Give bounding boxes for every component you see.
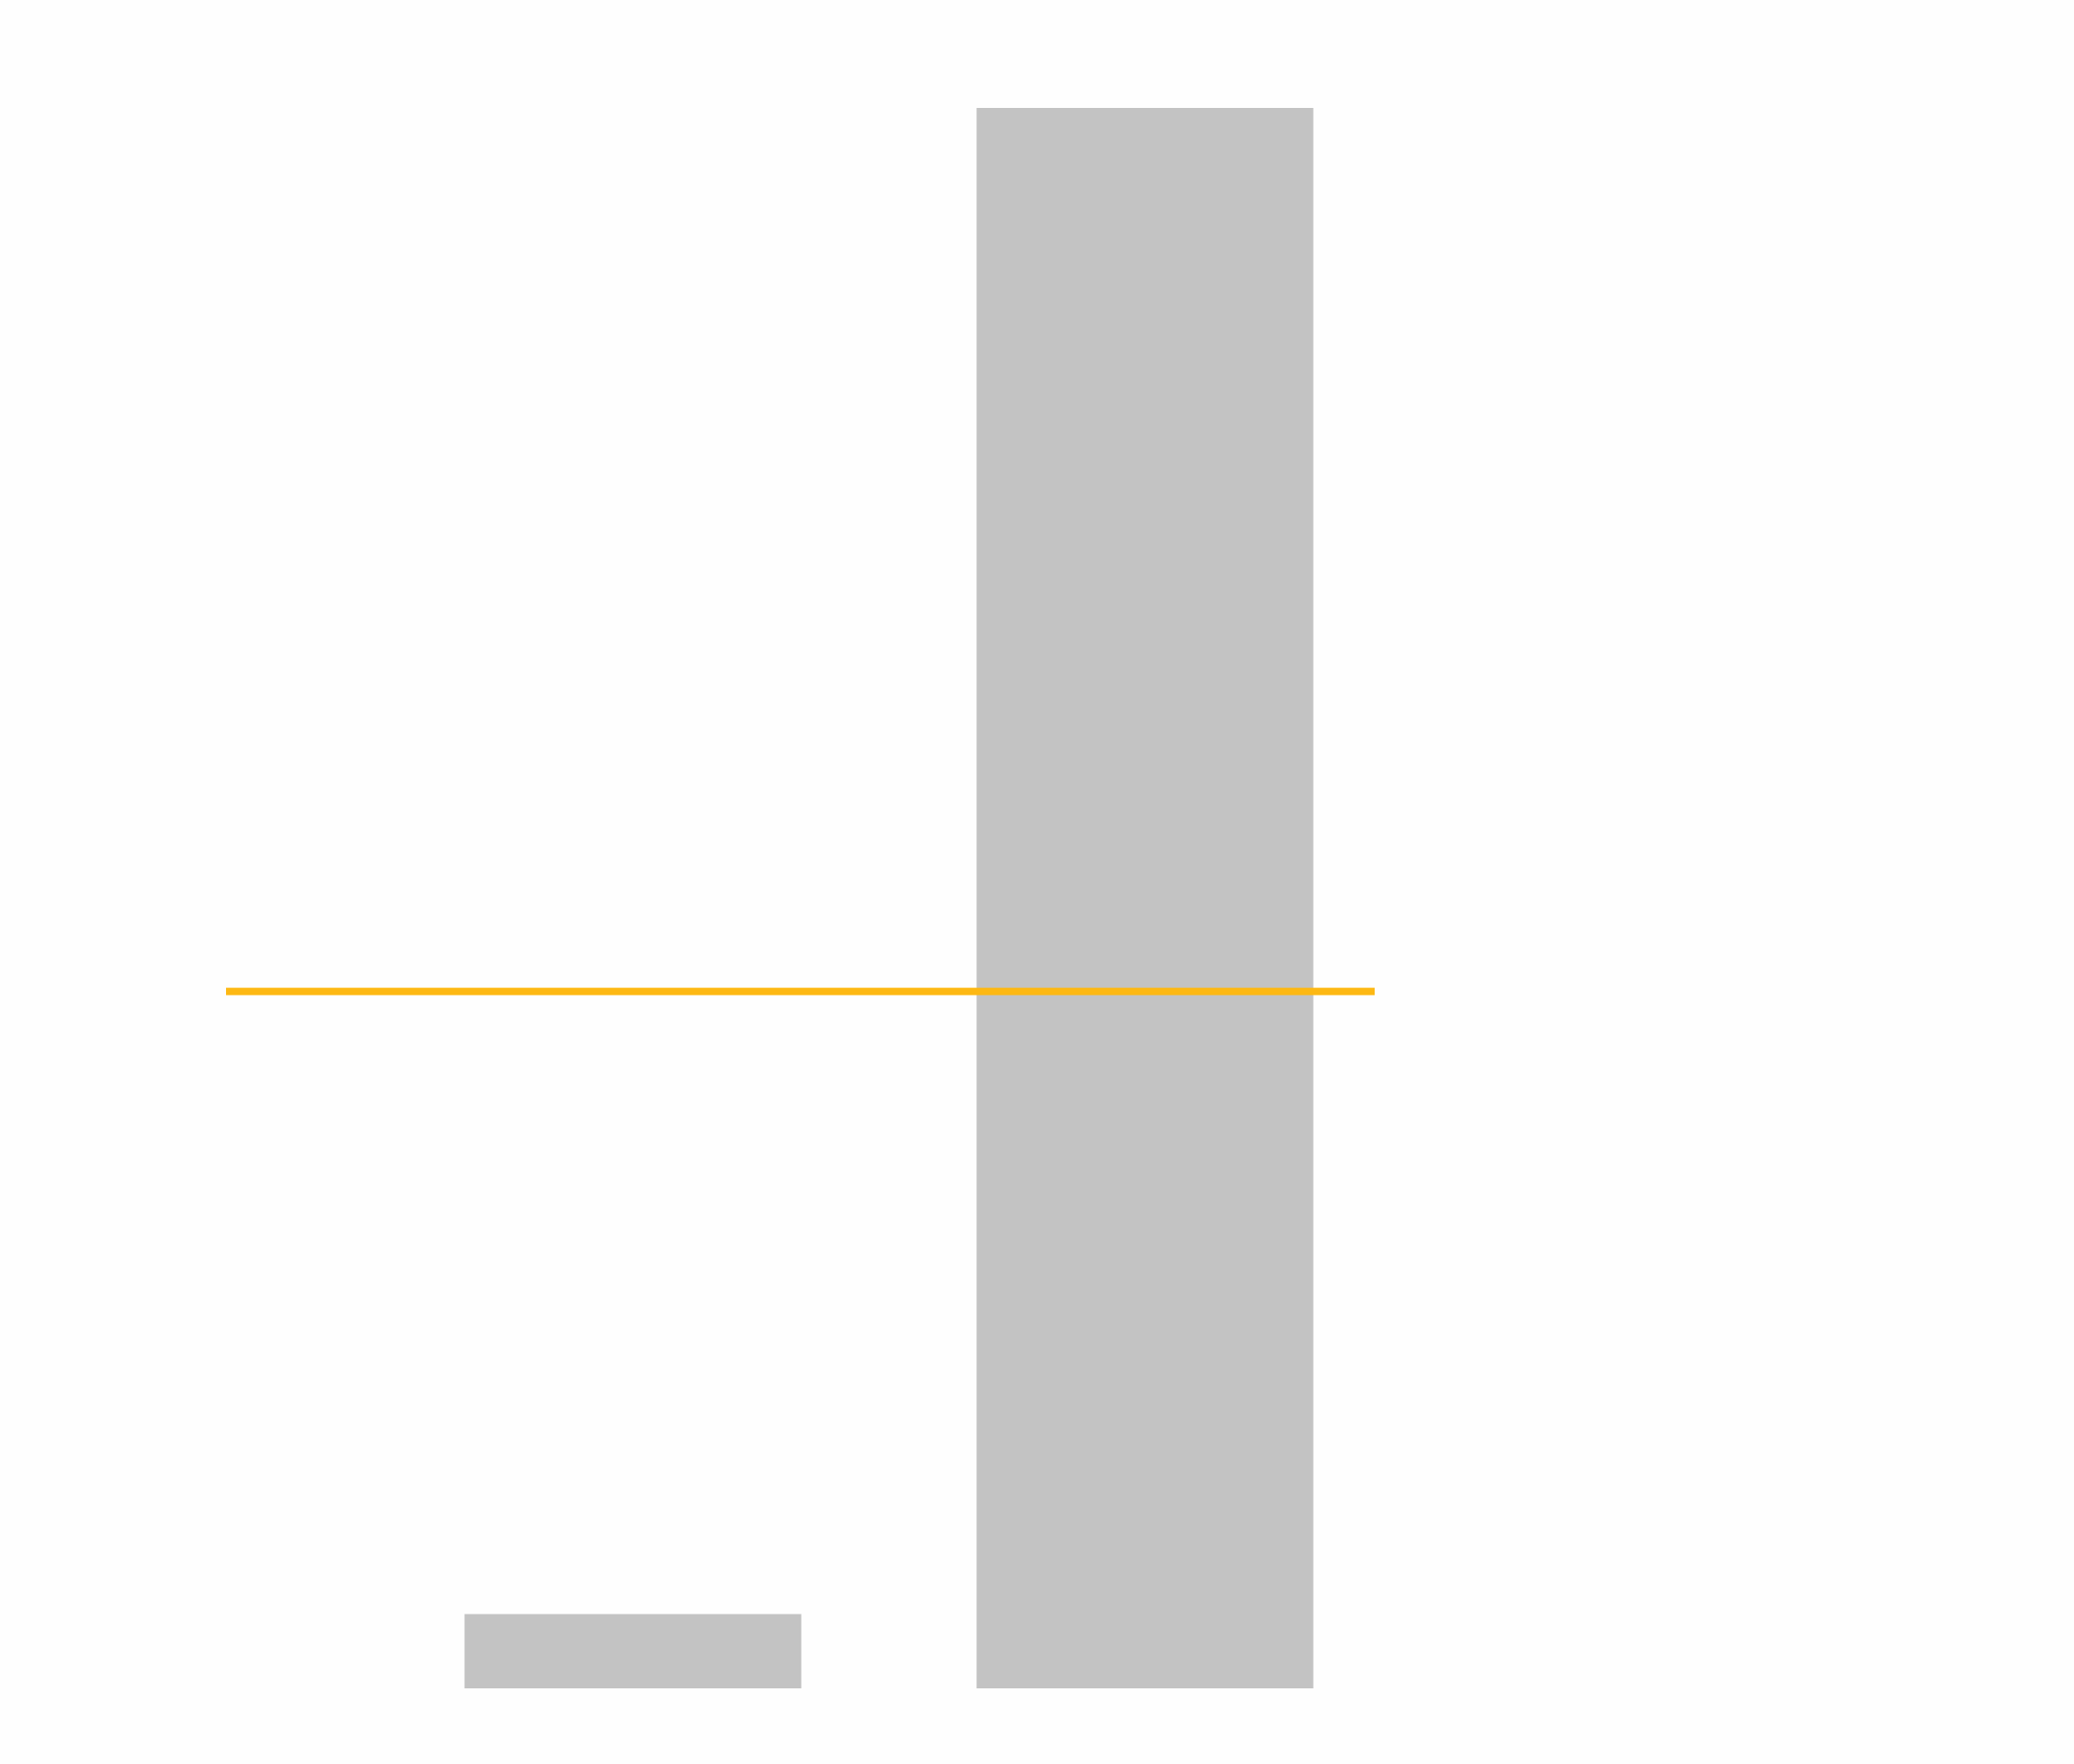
bar-1 [464, 1614, 802, 1688]
bar-2 [976, 108, 1314, 1688]
bar-group [464, 108, 1314, 1688]
